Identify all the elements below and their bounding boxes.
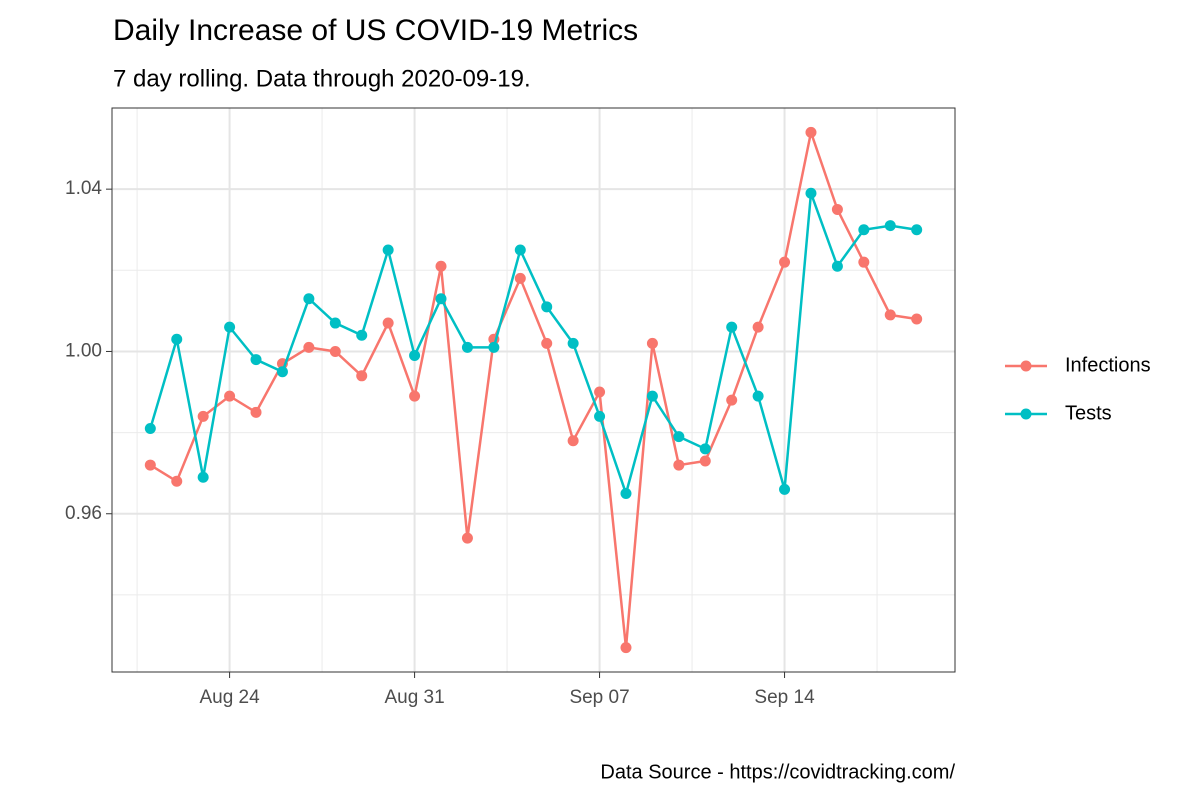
legend-point bbox=[1020, 360, 1032, 372]
point bbox=[911, 224, 923, 236]
point bbox=[250, 406, 262, 418]
point bbox=[620, 487, 632, 499]
point bbox=[673, 431, 685, 443]
point bbox=[250, 354, 262, 366]
point bbox=[461, 532, 473, 544]
point bbox=[197, 410, 209, 422]
point bbox=[726, 321, 738, 333]
point bbox=[567, 337, 579, 349]
point bbox=[541, 337, 553, 349]
point bbox=[699, 443, 711, 455]
point bbox=[461, 341, 473, 353]
point bbox=[435, 293, 447, 305]
x-tick-label: Aug 31 bbox=[384, 687, 444, 708]
point bbox=[779, 256, 791, 268]
point bbox=[805, 126, 817, 138]
point bbox=[356, 329, 368, 341]
point bbox=[409, 350, 421, 362]
point bbox=[276, 366, 288, 378]
point bbox=[224, 390, 236, 402]
point bbox=[171, 333, 183, 345]
point bbox=[541, 301, 553, 313]
point bbox=[673, 459, 685, 471]
point bbox=[752, 390, 764, 402]
point bbox=[831, 203, 843, 215]
point bbox=[699, 455, 711, 467]
point bbox=[382, 317, 394, 329]
point bbox=[171, 475, 183, 487]
legend-label: Infections bbox=[1065, 354, 1151, 376]
x-tick-label: Sep 07 bbox=[569, 687, 629, 708]
point bbox=[858, 256, 870, 268]
point bbox=[752, 321, 764, 333]
chart-title: Daily Increase of US COVID-19 Metrics bbox=[113, 14, 638, 47]
point bbox=[805, 187, 817, 199]
point bbox=[884, 220, 896, 232]
point bbox=[224, 321, 236, 333]
chart-subtitle: 7 day rolling. Data through 2020-09-19. bbox=[113, 65, 531, 92]
point bbox=[911, 313, 923, 325]
point bbox=[329, 317, 341, 329]
panel bbox=[112, 108, 955, 672]
point bbox=[144, 423, 156, 435]
point bbox=[514, 244, 526, 256]
point bbox=[620, 642, 632, 654]
point bbox=[646, 337, 658, 349]
point bbox=[488, 341, 500, 353]
point bbox=[197, 471, 209, 483]
panel-border bbox=[111, 107, 956, 673]
point bbox=[435, 260, 447, 272]
legend-point bbox=[1020, 408, 1032, 420]
point bbox=[329, 345, 341, 357]
point bbox=[303, 341, 315, 353]
point bbox=[858, 224, 870, 236]
point bbox=[303, 293, 315, 305]
y-tick-label: 1.04 bbox=[65, 178, 102, 199]
point bbox=[594, 386, 606, 398]
legend-label: Tests bbox=[1065, 402, 1112, 424]
point bbox=[779, 483, 791, 495]
point bbox=[884, 309, 896, 321]
caption: Data Source - https://covidtracking.com/ bbox=[600, 761, 955, 783]
point bbox=[356, 370, 368, 382]
x-tick-label: Sep 14 bbox=[754, 687, 815, 708]
y-tick-label: 0.96 bbox=[65, 503, 102, 524]
point bbox=[594, 410, 606, 422]
point bbox=[726, 394, 738, 406]
point bbox=[514, 272, 526, 284]
point bbox=[382, 244, 394, 256]
point bbox=[567, 435, 579, 447]
point bbox=[831, 260, 843, 272]
point bbox=[646, 390, 658, 402]
point bbox=[409, 390, 421, 402]
y-tick-label: 1.00 bbox=[65, 340, 102, 361]
point bbox=[144, 459, 156, 471]
x-tick-label: Aug 24 bbox=[199, 687, 260, 708]
